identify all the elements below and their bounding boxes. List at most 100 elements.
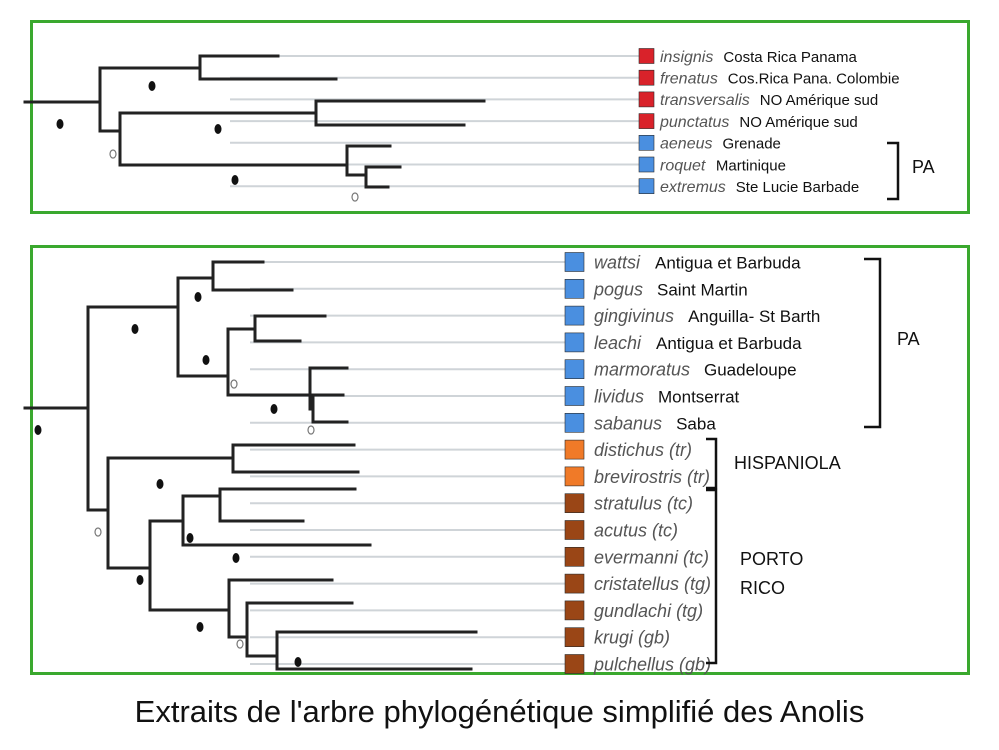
bracket-hispaniola xyxy=(706,437,718,490)
color-marker xyxy=(638,69,655,86)
location-label: Costa Rica Panama xyxy=(723,49,857,66)
color-marker xyxy=(638,156,655,173)
node-dot xyxy=(214,124,222,134)
group-label-porto: PORTO xyxy=(740,549,803,569)
leader-lines-top xyxy=(230,55,639,188)
color-marker xyxy=(564,493,585,514)
color-marker xyxy=(564,439,585,460)
panel-top-frame xyxy=(30,20,970,214)
location-label: Saint Martin xyxy=(657,280,748,299)
location-label: Montserrat xyxy=(658,387,740,406)
species-name: extremus xyxy=(660,179,726,196)
taxa-list-bottom: wattsi Antigua et Barbuda pogus Saint Marti… xyxy=(564,252,820,674)
taxa-list-top: insignis Costa Rica Panama frenatus Cos.Ric… xyxy=(638,48,900,196)
node-dot xyxy=(270,404,278,414)
node-dot xyxy=(202,355,210,365)
species-name: gundlachi (tg) xyxy=(594,601,703,621)
color-marker xyxy=(564,573,585,594)
location-label: NO Amérique sud xyxy=(739,114,857,131)
color-marker xyxy=(638,135,655,151)
species-name: acutus (tc) xyxy=(594,520,678,540)
species-name: stratulus (tc) xyxy=(594,494,693,514)
tree-branches-top xyxy=(23,54,486,189)
group-label-pa-bottom: PA xyxy=(897,329,920,349)
species-name: cristatellus (tg) xyxy=(594,574,711,594)
color-marker xyxy=(564,466,585,487)
species-name: wattsi xyxy=(594,252,641,272)
species-name: transversalis xyxy=(660,92,750,109)
color-marker xyxy=(564,520,585,540)
location-label: Saba xyxy=(676,414,716,433)
color-marker xyxy=(564,627,585,648)
node-dot xyxy=(294,657,302,667)
species-name: sabanus xyxy=(594,413,662,433)
color-marker xyxy=(564,359,585,380)
node-dot xyxy=(34,425,42,435)
group-label-pa-top: PA xyxy=(912,157,935,177)
bracket-pa-bottom xyxy=(864,257,882,429)
color-marker xyxy=(564,412,585,433)
location-label: Cos.Rica Pana. Colombie xyxy=(728,70,900,87)
figure-caption: Extraits de l'arbre phylogénétique simpl… xyxy=(134,694,865,729)
node-markers-top xyxy=(56,81,359,202)
node-dot xyxy=(194,292,202,302)
node-dot xyxy=(186,533,194,543)
color-marker xyxy=(638,113,655,129)
species-name: leachi xyxy=(594,333,642,353)
color-marker xyxy=(564,305,585,326)
species-name: marmoratus xyxy=(594,360,690,380)
location-label: Martinique xyxy=(716,157,786,174)
species-name: pogus xyxy=(593,279,643,299)
panel-bottom-frame xyxy=(30,245,970,675)
node-ring xyxy=(351,192,359,202)
tree-branches-bottom xyxy=(23,260,478,671)
group-label-rico: RICO xyxy=(740,578,785,598)
bracket-pa-top xyxy=(887,141,900,201)
color-marker xyxy=(564,278,585,299)
group-brackets xyxy=(706,141,900,665)
species-name: frenatus xyxy=(660,70,718,87)
species-name: evermanni (tc) xyxy=(594,547,709,567)
bracket-porto-rico xyxy=(706,488,718,665)
node-dot xyxy=(196,622,204,632)
species-name: brevirostris (tr) xyxy=(594,467,710,487)
node-dot xyxy=(232,553,240,563)
color-marker xyxy=(638,91,655,108)
color-marker xyxy=(638,178,655,194)
leader-lines-bottom xyxy=(250,261,565,665)
location-label: Antigua et Barbuda xyxy=(656,334,802,353)
species-name: gingivinus xyxy=(594,306,674,326)
node-dot xyxy=(156,479,164,489)
species-name: lividus xyxy=(594,386,644,406)
node-ring xyxy=(236,639,244,649)
color-marker xyxy=(564,654,585,674)
location-label: Guadeloupe xyxy=(704,361,797,380)
location-label: Grenade xyxy=(723,136,781,153)
color-marker xyxy=(564,386,585,406)
species-name: krugi (gb) xyxy=(594,628,670,648)
node-dot xyxy=(148,81,156,91)
color-marker xyxy=(564,546,585,567)
species-name: insignis xyxy=(660,49,713,66)
species-name: aeneus xyxy=(660,136,713,153)
species-name: distichus (tr) xyxy=(594,440,692,460)
species-name: punctatus xyxy=(659,114,729,131)
node-dot xyxy=(231,175,239,185)
node-ring xyxy=(230,379,238,389)
color-marker xyxy=(564,600,585,621)
location-label: Anguilla- St Barth xyxy=(688,307,820,326)
node-ring xyxy=(109,149,117,159)
location-label: Ste Lucie Barbade xyxy=(736,179,859,196)
node-dot xyxy=(56,119,64,129)
color-marker xyxy=(564,332,585,353)
color-marker xyxy=(564,252,585,272)
location-label: NO Amérique sud xyxy=(760,92,878,109)
color-marker xyxy=(638,48,655,64)
node-dot xyxy=(131,324,139,334)
location-label: Antigua et Barbuda xyxy=(655,253,801,272)
node-ring xyxy=(94,527,102,537)
node-markers-bottom xyxy=(34,292,315,667)
group-label-hispaniola: HISPANIOLA xyxy=(734,453,841,473)
species-name: roquet xyxy=(660,157,706,174)
